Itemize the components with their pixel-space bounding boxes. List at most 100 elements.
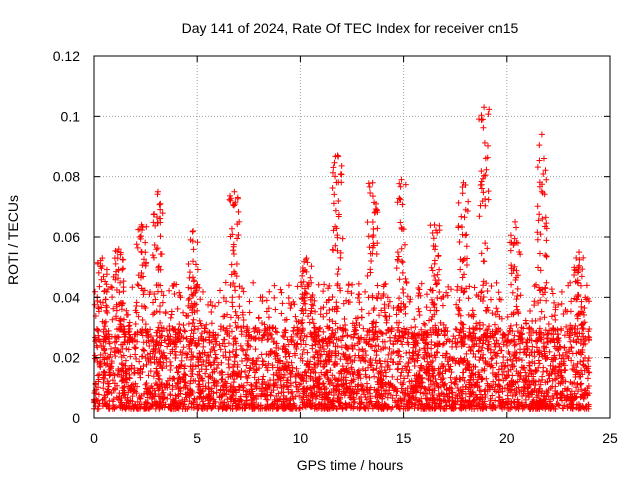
data-point: [307, 274, 314, 281]
data-point: [505, 349, 512, 356]
data-point: [211, 347, 218, 354]
data-point: [230, 202, 237, 209]
data-point: [388, 350, 395, 357]
data-point: [439, 376, 446, 383]
data-point: [235, 208, 242, 215]
data-point: [479, 344, 486, 351]
data-point: [373, 250, 380, 257]
data-point: [126, 319, 133, 326]
data-point: [225, 340, 232, 347]
data-point: [512, 405, 519, 412]
data-point: [478, 168, 485, 175]
data-point: [458, 213, 465, 220]
data-point: [206, 373, 213, 380]
data-point: [310, 377, 317, 384]
data-point: [548, 313, 555, 320]
data-point: [226, 323, 233, 330]
data-point: [453, 326, 460, 333]
data-point: [463, 262, 470, 269]
data-point: [389, 373, 396, 380]
data-point: [513, 224, 520, 231]
data-point: [368, 257, 375, 264]
data-point: [371, 373, 378, 380]
data-point: [573, 384, 580, 391]
data-point: [246, 298, 253, 305]
data-point: [156, 308, 163, 315]
data-point: [400, 379, 407, 386]
data-point: [449, 343, 456, 350]
data-point: [215, 299, 222, 306]
data-point: [431, 272, 438, 279]
data-point: [180, 309, 187, 316]
data-point: [94, 372, 101, 379]
data-point: [272, 328, 279, 335]
data-point: [99, 396, 106, 403]
data-point: [452, 325, 459, 332]
data-point: [356, 299, 363, 306]
data-point: [429, 267, 436, 274]
data-point: [322, 400, 329, 407]
data-point: [307, 329, 314, 336]
data-point: [331, 159, 338, 166]
data-point: [345, 282, 352, 289]
data-point: [319, 394, 326, 401]
data-point: [151, 211, 158, 218]
data-point: [534, 236, 541, 243]
x-tick-label: 15: [396, 430, 412, 446]
data-point: [142, 381, 149, 388]
data-point: [396, 295, 403, 302]
y-tick-label: 0.06: [53, 229, 80, 245]
data-point: [435, 253, 442, 260]
data-point: [189, 353, 196, 360]
data-point: [320, 288, 327, 295]
data-point: [447, 363, 454, 370]
data-point: [482, 386, 489, 393]
data-point: [555, 401, 562, 408]
data-point: [404, 293, 411, 300]
data-point: [369, 218, 376, 225]
data-point: [444, 358, 451, 365]
data-point: [228, 328, 235, 335]
data-point: [315, 281, 322, 288]
data-point: [259, 357, 266, 364]
data-point: [335, 153, 342, 160]
data-point: [536, 142, 543, 149]
data-point: [202, 325, 209, 332]
data-point: [397, 219, 404, 226]
data-point: [329, 185, 336, 192]
data-point: [583, 282, 590, 289]
data-point: [246, 367, 253, 374]
data-point: [485, 142, 492, 149]
data-point: [418, 280, 425, 287]
data-point: [189, 274, 196, 281]
data-point: [233, 346, 240, 353]
data-point: [453, 391, 460, 398]
data-point: [229, 348, 236, 355]
data-point: [543, 297, 550, 304]
data-point: [331, 191, 338, 198]
data-point: [158, 251, 165, 258]
data-point: [300, 377, 307, 384]
data-point: [514, 285, 521, 292]
data-point: [171, 290, 178, 297]
data-point: [463, 243, 470, 250]
data-point: [411, 316, 418, 323]
data-point: [546, 348, 553, 355]
data-point: [251, 335, 258, 342]
data-point: [585, 355, 592, 362]
data-point: [274, 329, 281, 336]
data-point: [484, 345, 491, 352]
data-point: [133, 355, 140, 362]
data-point: [273, 344, 280, 351]
data-point: [509, 392, 516, 399]
data-point: [288, 359, 295, 366]
data-point: [568, 357, 575, 364]
data-point: [404, 372, 411, 379]
data-point: [100, 395, 107, 402]
data-point: [364, 272, 371, 279]
data-point: [460, 257, 467, 264]
data-point: [279, 300, 286, 307]
data-point: [167, 392, 174, 399]
data-point: [397, 373, 404, 380]
data-point: [253, 334, 260, 341]
